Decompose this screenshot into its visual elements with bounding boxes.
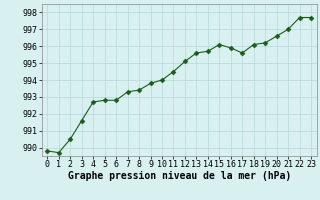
X-axis label: Graphe pression niveau de la mer (hPa): Graphe pression niveau de la mer (hPa) <box>68 171 291 181</box>
